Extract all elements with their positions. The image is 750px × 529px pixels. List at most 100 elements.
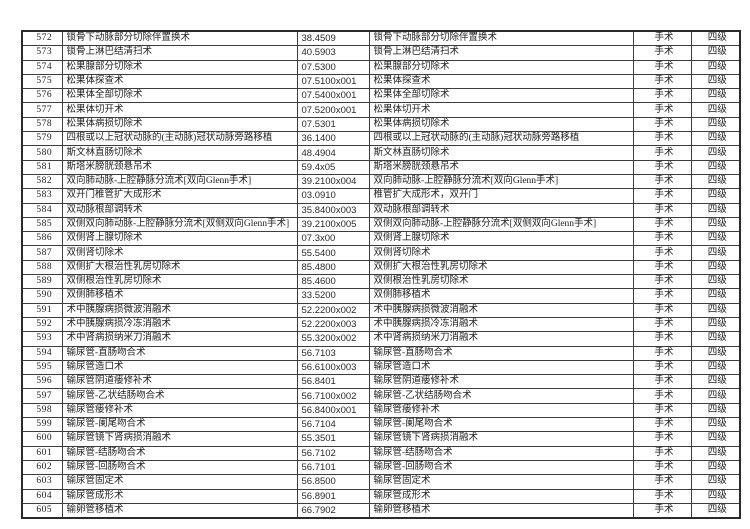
procedure-name: 术中胰腺病损微波消融术 bbox=[61, 302, 298, 318]
category-cell: 手术 bbox=[632, 431, 692, 447]
table-row: 592 术中胰腺病损冷冻消融术 52.2200x003 术中胰腺病损冷冻消融术 手术 四级 bbox=[21, 316, 741, 333]
level-cell: 四级 bbox=[690, 431, 741, 447]
row-number: 588 bbox=[21, 259, 63, 276]
procedure-name: 术中胰腺病损冷冻消融术 bbox=[61, 316, 298, 333]
procedure-name: 四根或以上冠状动脉的(主动脉)冠状动脉旁路移植 bbox=[61, 131, 298, 147]
procedure-code: 56.7104 bbox=[296, 417, 370, 433]
procedure-name: 锁骨下动脉部分切除伴置换术 bbox=[61, 30, 298, 47]
row-number: 573 bbox=[21, 45, 63, 61]
level-cell: 四级 bbox=[690, 417, 741, 433]
procedure-name: 松果体切开术 bbox=[61, 102, 298, 118]
row-number: 589 bbox=[21, 274, 63, 290]
row-number: 576 bbox=[21, 88, 63, 104]
category-cell: 手术 bbox=[632, 116, 692, 133]
table-row: 593 术中肾病损纳米刀消融术 55.3200x002 术中肾病损纳米刀消融术 手术 四级 bbox=[21, 331, 741, 347]
table-row: 595 输尿管造口术 56.6100x003 输尿管造口术 手术 四级 bbox=[21, 359, 741, 376]
row-number: 595 bbox=[21, 359, 63, 376]
table-row: 602 输尿管-回肠吻合术 56.7101 输尿管-回肠吻合术 手术 四级 bbox=[21, 459, 741, 476]
table-row: 582 双向肺动脉-上腔静脉分流术[双向Glenn手术] 39.2100x004 双向… bbox=[21, 173, 741, 190]
row-number: 594 bbox=[21, 345, 63, 361]
level-cell: 四级 bbox=[690, 445, 741, 461]
category-cell: 手术 bbox=[632, 274, 692, 290]
table-body: 572 锁骨下动脉部分切除伴置换术 38.4509 锁骨下动脉部分切除伴置换术 手术 四级… bbox=[21, 30, 741, 519]
category-cell: 手术 bbox=[632, 259, 692, 276]
procedure-name: 斯塔米膀胱颈悬吊术 bbox=[61, 159, 298, 175]
procedure-name: 锁骨上淋巴结清扫术 bbox=[61, 45, 298, 61]
procedure-name: 松果体探查术 bbox=[61, 73, 298, 90]
procedure-name-repeat: 输尿管阴道瘘修补术 bbox=[368, 374, 634, 390]
procedure-code: 07.5400x001 bbox=[296, 88, 370, 104]
row-number: 600 bbox=[21, 431, 63, 447]
row-number: 604 bbox=[21, 488, 63, 504]
procedure-code: 56.7100x002 bbox=[296, 388, 370, 404]
row-number: 584 bbox=[21, 202, 63, 218]
level-cell: 四级 bbox=[690, 173, 741, 190]
procedure-name: 输尿管瘘修补术 bbox=[61, 402, 298, 419]
procedure-name: 输卵管移植术 bbox=[61, 502, 298, 519]
procedure-name: 输尿管成形术 bbox=[61, 488, 298, 504]
procedure-code: 07.5301 bbox=[296, 116, 370, 133]
procedure-name-repeat: 椎管扩大成形术，双开门 bbox=[368, 188, 634, 204]
row-number: 593 bbox=[21, 331, 63, 347]
row-number: 575 bbox=[21, 73, 63, 90]
procedure-name-repeat: 输尿管造口术 bbox=[368, 359, 634, 376]
category-cell: 手术 bbox=[632, 288, 692, 304]
row-number: 581 bbox=[21, 159, 63, 175]
row-number: 583 bbox=[21, 188, 63, 204]
procedure-code: 59.4x05 bbox=[296, 159, 370, 175]
procedure-name: 输尿管-回肠吻合术 bbox=[61, 459, 298, 476]
level-cell: 四级 bbox=[690, 88, 741, 104]
table-row: 583 双开门椎管扩大成形术 03.0910 椎管扩大成形术，双开门 手术 四级 bbox=[21, 188, 741, 204]
procedure-name-repeat: 输卵管移植术 bbox=[368, 502, 634, 519]
procedure-name: 斯文林直肠切除术 bbox=[61, 145, 298, 161]
row-number: 601 bbox=[21, 445, 63, 461]
row-number: 577 bbox=[21, 102, 63, 118]
procedure-name: 松果腺部分切除术 bbox=[61, 59, 298, 75]
table-row: 596 输尿管阴道瘘修补术 56.8401 输尿管阴道瘘修补术 手术 四级 bbox=[21, 374, 741, 390]
level-cell: 四级 bbox=[690, 359, 741, 376]
table-row: 591 术中胰腺病损微波消融术 52.2200x002 术中胰腺病损微波消融术 手术 四级 bbox=[21, 302, 741, 318]
procedure-name-repeat: 双动脉根部调转术 bbox=[368, 202, 634, 218]
procedure-code: 52.2200x003 bbox=[296, 316, 370, 333]
table-row: 594 输尿管-直肠吻合术 56.7103 输尿管-直肠吻合术 手术 四级 bbox=[21, 345, 741, 361]
procedure-code: 85.4600 bbox=[296, 274, 370, 290]
row-number: 592 bbox=[21, 316, 63, 333]
procedure-code: 52.2200x002 bbox=[296, 302, 370, 318]
row-number: 574 bbox=[21, 59, 63, 75]
table-row: 577 松果体切开术 07.5200x001 松果体切开术 手术 四级 bbox=[21, 102, 741, 118]
row-number: 596 bbox=[21, 374, 63, 390]
procedure-grading-table: 572 锁骨下动脉部分切除伴置换术 38.4509 锁骨下动脉部分切除伴置换术 手术 四级… bbox=[21, 30, 741, 520]
category-cell: 手术 bbox=[632, 445, 692, 461]
procedure-code: 55.3200x002 bbox=[296, 331, 370, 347]
row-number: 572 bbox=[21, 30, 63, 47]
row-number: 605 bbox=[21, 502, 63, 519]
procedure-code: 56.8901 bbox=[296, 488, 370, 504]
procedure-name: 双动脉根部调转术 bbox=[61, 202, 298, 218]
category-cell: 手术 bbox=[632, 331, 692, 347]
table-row: 585 双侧双向肺动脉-上腔静脉分流术[双侧双向Glenn手术] 39.2100x0… bbox=[21, 216, 741, 233]
procedure-code: 03.0910 bbox=[296, 188, 370, 204]
table-row: 590 双侧肺移植术 33.5200 双侧肺移植术 手术 四级 bbox=[21, 288, 741, 304]
row-number: 591 bbox=[21, 302, 63, 318]
category-cell: 手术 bbox=[632, 102, 692, 118]
procedure-name-repeat: 松果体切开术 bbox=[368, 102, 634, 118]
category-cell: 手术 bbox=[632, 388, 692, 404]
level-cell: 四级 bbox=[690, 474, 741, 490]
procedure-code: 35.8400x003 bbox=[296, 202, 370, 218]
procedure-name-repeat: 锁骨下动脉部分切除伴置换术 bbox=[368, 30, 634, 47]
level-cell: 四级 bbox=[690, 316, 741, 333]
procedure-name-repeat: 四根或以上冠状动脉的(主动脉)冠状动脉旁路移植 bbox=[368, 131, 634, 147]
category-cell: 手术 bbox=[632, 502, 692, 519]
table-row: 573 锁骨上淋巴结清扫术 40.5903 锁骨上淋巴结清扫术 手术 四级 bbox=[21, 45, 741, 61]
level-cell: 四级 bbox=[690, 188, 741, 204]
table-row: 572 锁骨下动脉部分切除伴置换术 38.4509 锁骨下动脉部分切除伴置换术 手术 四级 bbox=[21, 30, 741, 47]
row-number: 603 bbox=[21, 474, 63, 490]
level-cell: 四级 bbox=[690, 102, 741, 118]
procedure-code: 48.4904 bbox=[296, 145, 370, 161]
procedure-code: 66.7902 bbox=[296, 502, 370, 519]
table-row: 601 输尿管-结肠吻合术 56.7102 输尿管-结肠吻合术 手术 四级 bbox=[21, 445, 741, 461]
procedure-name: 双侧双向肺动脉-上腔静脉分流术[双侧双向Glenn手术] bbox=[61, 216, 298, 233]
procedure-code: 85.4800 bbox=[296, 259, 370, 276]
category-cell: 手术 bbox=[632, 188, 692, 204]
table-row: 598 输尿管瘘修补术 56.8400x001 输尿管瘘修补术 手术 四级 bbox=[21, 402, 741, 419]
